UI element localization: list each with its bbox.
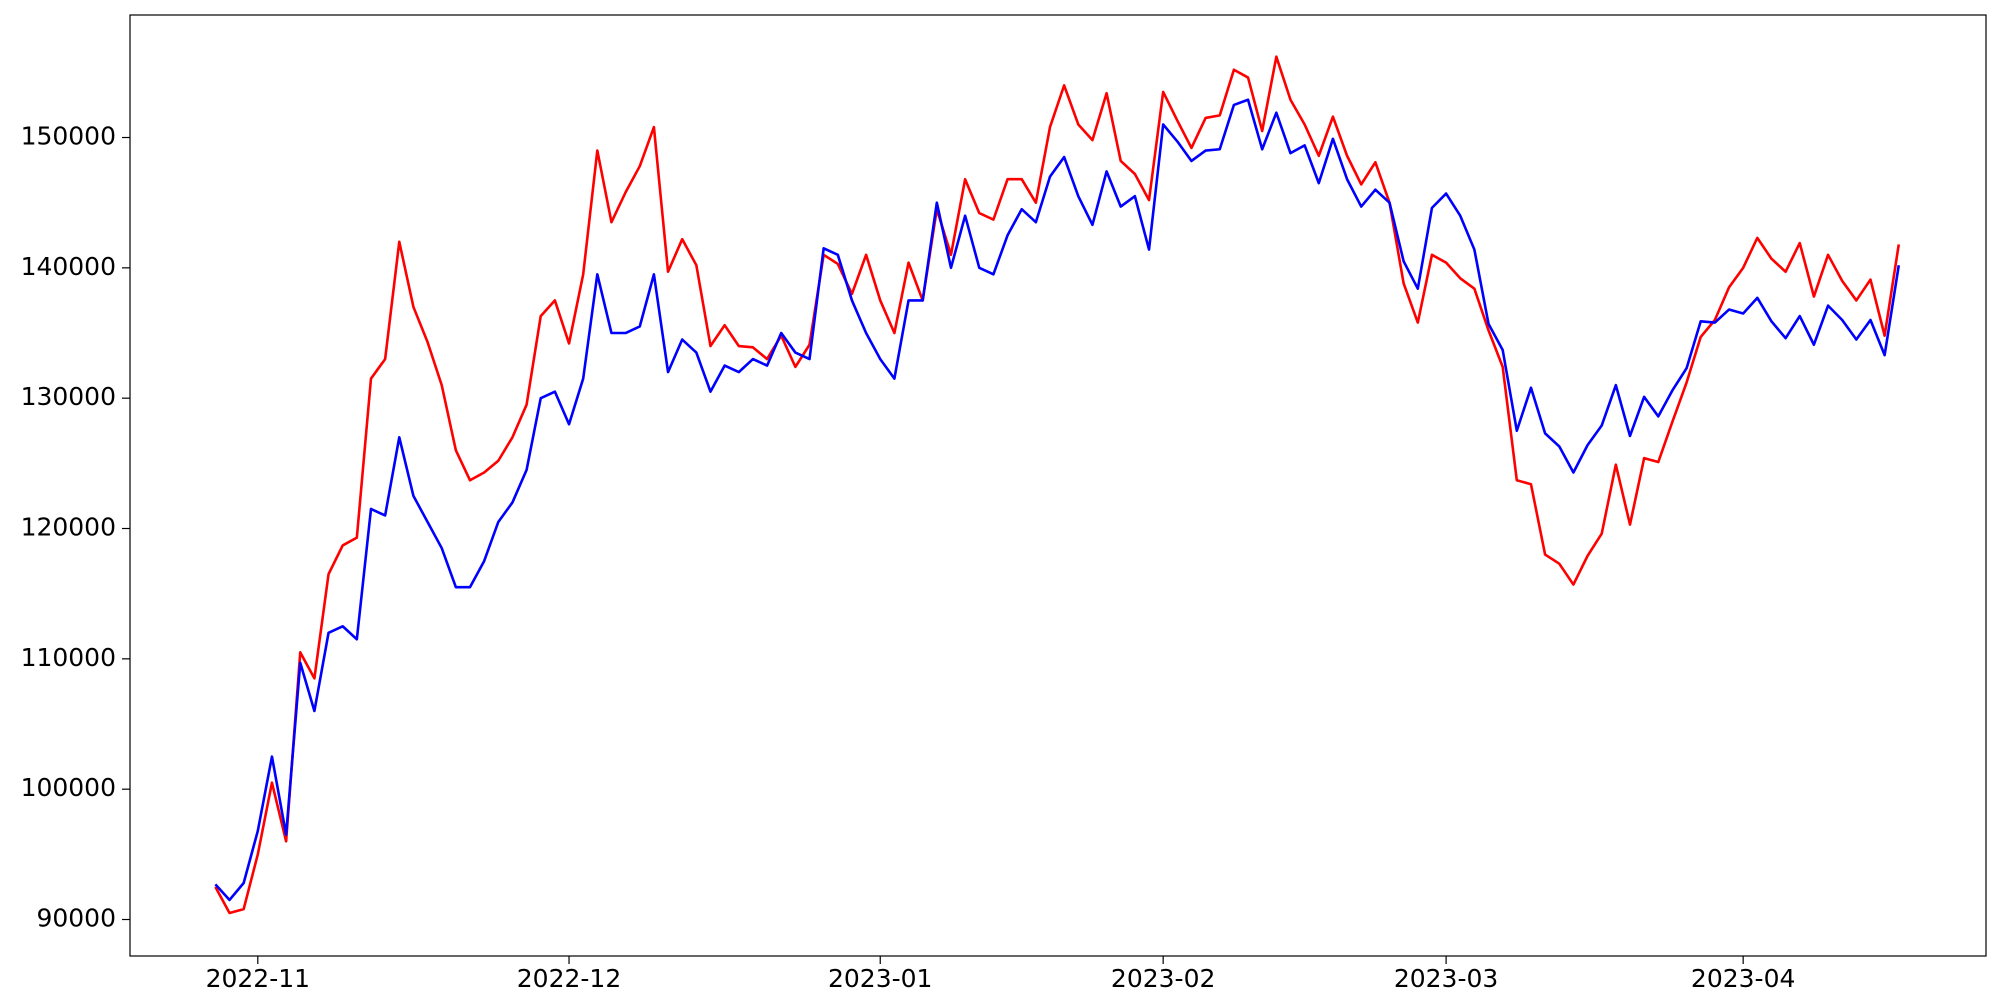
- y-tick-label: 90000: [36, 904, 116, 933]
- x-tick-label: 2023-02: [1111, 964, 1215, 993]
- y-tick-label: 150000: [21, 122, 116, 151]
- y-tick-label: 110000: [21, 643, 116, 672]
- plot-frame: [129, 14, 1987, 957]
- y-tick-label: 130000: [21, 382, 116, 411]
- x-tick-label: 2022-12: [517, 964, 621, 993]
- x-tick-label: 2023-01: [828, 964, 932, 993]
- y-tick-label: 100000: [21, 773, 116, 802]
- x-tick-label: 2023-04: [1691, 964, 1795, 993]
- y-tick-label: 120000: [21, 513, 116, 542]
- data-line: [214, 55, 1901, 915]
- y-tick-label: 140000: [21, 252, 116, 281]
- data-line: [214, 98, 1901, 902]
- x-tick-label: 2022-11: [206, 964, 310, 993]
- x-tick-label: 2023-03: [1394, 964, 1498, 993]
